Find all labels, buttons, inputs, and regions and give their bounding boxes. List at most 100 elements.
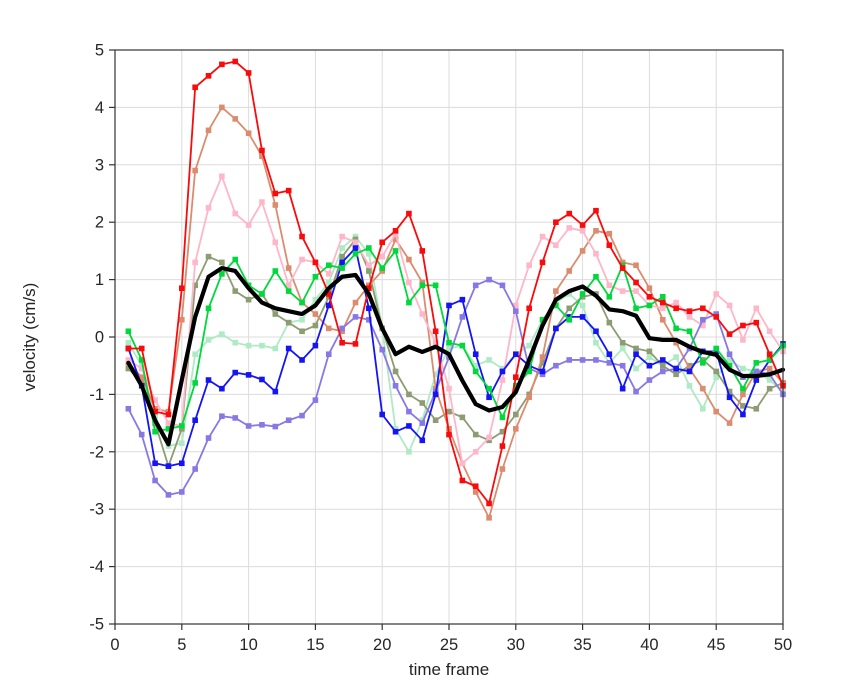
trace-purple-marker: [392, 382, 399, 389]
trace-pink-marker: [165, 420, 172, 426]
trace-olive-green-marker: [406, 391, 412, 398]
trace-blue-marker: [432, 391, 439, 398]
trace-green-marker: [205, 305, 212, 312]
trace-green-marker: [192, 380, 198, 386]
trace-purple-marker: [553, 362, 559, 369]
trace-blue-marker: [232, 369, 239, 376]
trace-green-marker: [272, 268, 279, 274]
trace-pink-marker: [619, 288, 626, 294]
trace-blue-marker: [165, 463, 172, 469]
trace-blue-marker: [285, 345, 292, 352]
trace-green-marker: [513, 382, 519, 389]
trace-pale-green-marker: [486, 357, 492, 363]
trace-pink-marker: [486, 434, 492, 441]
trace-olive-green-marker: [673, 371, 679, 378]
trace-salmon-marker: [472, 489, 479, 495]
trace-purple-marker: [419, 420, 426, 426]
trace-pink-marker: [513, 302, 519, 309]
trace-mean-black-line: [126, 266, 786, 447]
trace-pink-marker: [539, 233, 546, 240]
trace-green-marker: [766, 357, 773, 363]
trace-pink-marker: [526, 262, 532, 269]
trace-red-marker: [152, 408, 158, 415]
trace-red-marker: [526, 305, 532, 312]
trace-blue-marker: [419, 437, 426, 444]
trace-red-marker: [673, 305, 679, 312]
trace-green-marker: [152, 428, 158, 435]
trace-olive-green-marker: [219, 259, 225, 266]
trace-pink-marker: [352, 239, 359, 246]
trace-blue-marker: [633, 351, 639, 358]
trace-purple-marker: [499, 282, 506, 289]
trace-green-marker: [753, 360, 760, 366]
trace-green-marker: [299, 299, 305, 306]
trace-pale-green-marker: [593, 339, 599, 346]
trace-olive-green-marker: [700, 357, 706, 363]
trace-blue-marker: [392, 428, 399, 435]
trace-salmon-marker: [219, 104, 225, 111]
trace-blue-marker: [325, 302, 332, 309]
trace-purple-marker: [659, 368, 666, 375]
trace-purple-marker: [726, 351, 733, 358]
trace-purple-marker: [753, 368, 760, 375]
trace-red-marker: [299, 233, 305, 240]
trace-salmon-marker: [700, 385, 706, 392]
trace-pink-marker: [566, 225, 573, 231]
trace-red-marker: [593, 207, 599, 214]
trace-purple-marker: [700, 316, 706, 323]
trace-purple-marker: [713, 311, 719, 317]
trace-purple-marker: [486, 276, 492, 283]
y-tick-label: -1: [89, 386, 104, 404]
trace-olive-green-line: [127, 238, 784, 468]
x-tick-label: 35: [573, 636, 591, 654]
trace-pale-green-marker: [366, 250, 372, 257]
trace-olive-green-marker: [419, 400, 426, 406]
x-tick-label: 20: [373, 636, 391, 654]
trace-salmon-marker: [740, 391, 746, 398]
trace-green-marker: [232, 256, 239, 263]
trace-green-marker: [472, 368, 479, 375]
trace-red-marker: [125, 345, 132, 352]
trace-salmon-marker: [232, 116, 239, 122]
trace-blue-marker: [312, 342, 319, 349]
x-tick-label: 25: [440, 636, 458, 654]
trace-red-marker: [285, 187, 292, 194]
trace-olive-green-marker: [192, 282, 198, 289]
trace-purple-marker: [579, 357, 586, 363]
y-tick-label: 1: [95, 271, 104, 289]
trace-pale-green-marker: [446, 345, 452, 352]
trace-olive-green-marker: [232, 288, 239, 294]
trace-olive-green-marker: [753, 405, 760, 412]
trace-red-marker: [472, 483, 479, 490]
trace-olive-green-marker: [432, 417, 439, 424]
trace-pale-green-marker: [686, 382, 693, 389]
trace-green-marker: [593, 273, 599, 280]
trace-green-marker: [179, 423, 185, 429]
trace-olive-green-marker: [486, 437, 492, 444]
trace-pale-green-marker: [138, 362, 145, 369]
trace-pale-green-marker: [740, 365, 746, 372]
y-tick-label: 4: [95, 99, 104, 117]
trace-salmon-marker: [553, 288, 559, 294]
trace-red-marker: [339, 339, 345, 346]
trace-pink-marker: [299, 256, 305, 263]
trace-red-marker: [606, 242, 613, 248]
trace-pale-green-marker: [713, 374, 719, 380]
trace-red-marker: [179, 285, 185, 292]
trace-red-marker: [232, 58, 239, 65]
trace-olive-green-marker: [352, 236, 359, 243]
trace-pink-marker: [205, 205, 212, 211]
trace-salmon-marker: [539, 354, 546, 360]
trace-pale-green-marker: [339, 245, 345, 251]
trace-red-marker: [513, 374, 519, 380]
trace-salmon-marker: [245, 130, 252, 137]
trace-pale-green-marker: [259, 342, 265, 349]
x-tick-label: 30: [507, 636, 525, 654]
trace-green-marker: [499, 414, 506, 421]
trace-blue-marker: [619, 385, 626, 392]
trace-pink-marker: [673, 299, 679, 306]
trace-green-line: [127, 247, 784, 433]
trace-olive-green-marker: [646, 348, 653, 355]
trace-pale-green-marker: [299, 316, 305, 323]
trace-purple-marker: [259, 422, 265, 428]
